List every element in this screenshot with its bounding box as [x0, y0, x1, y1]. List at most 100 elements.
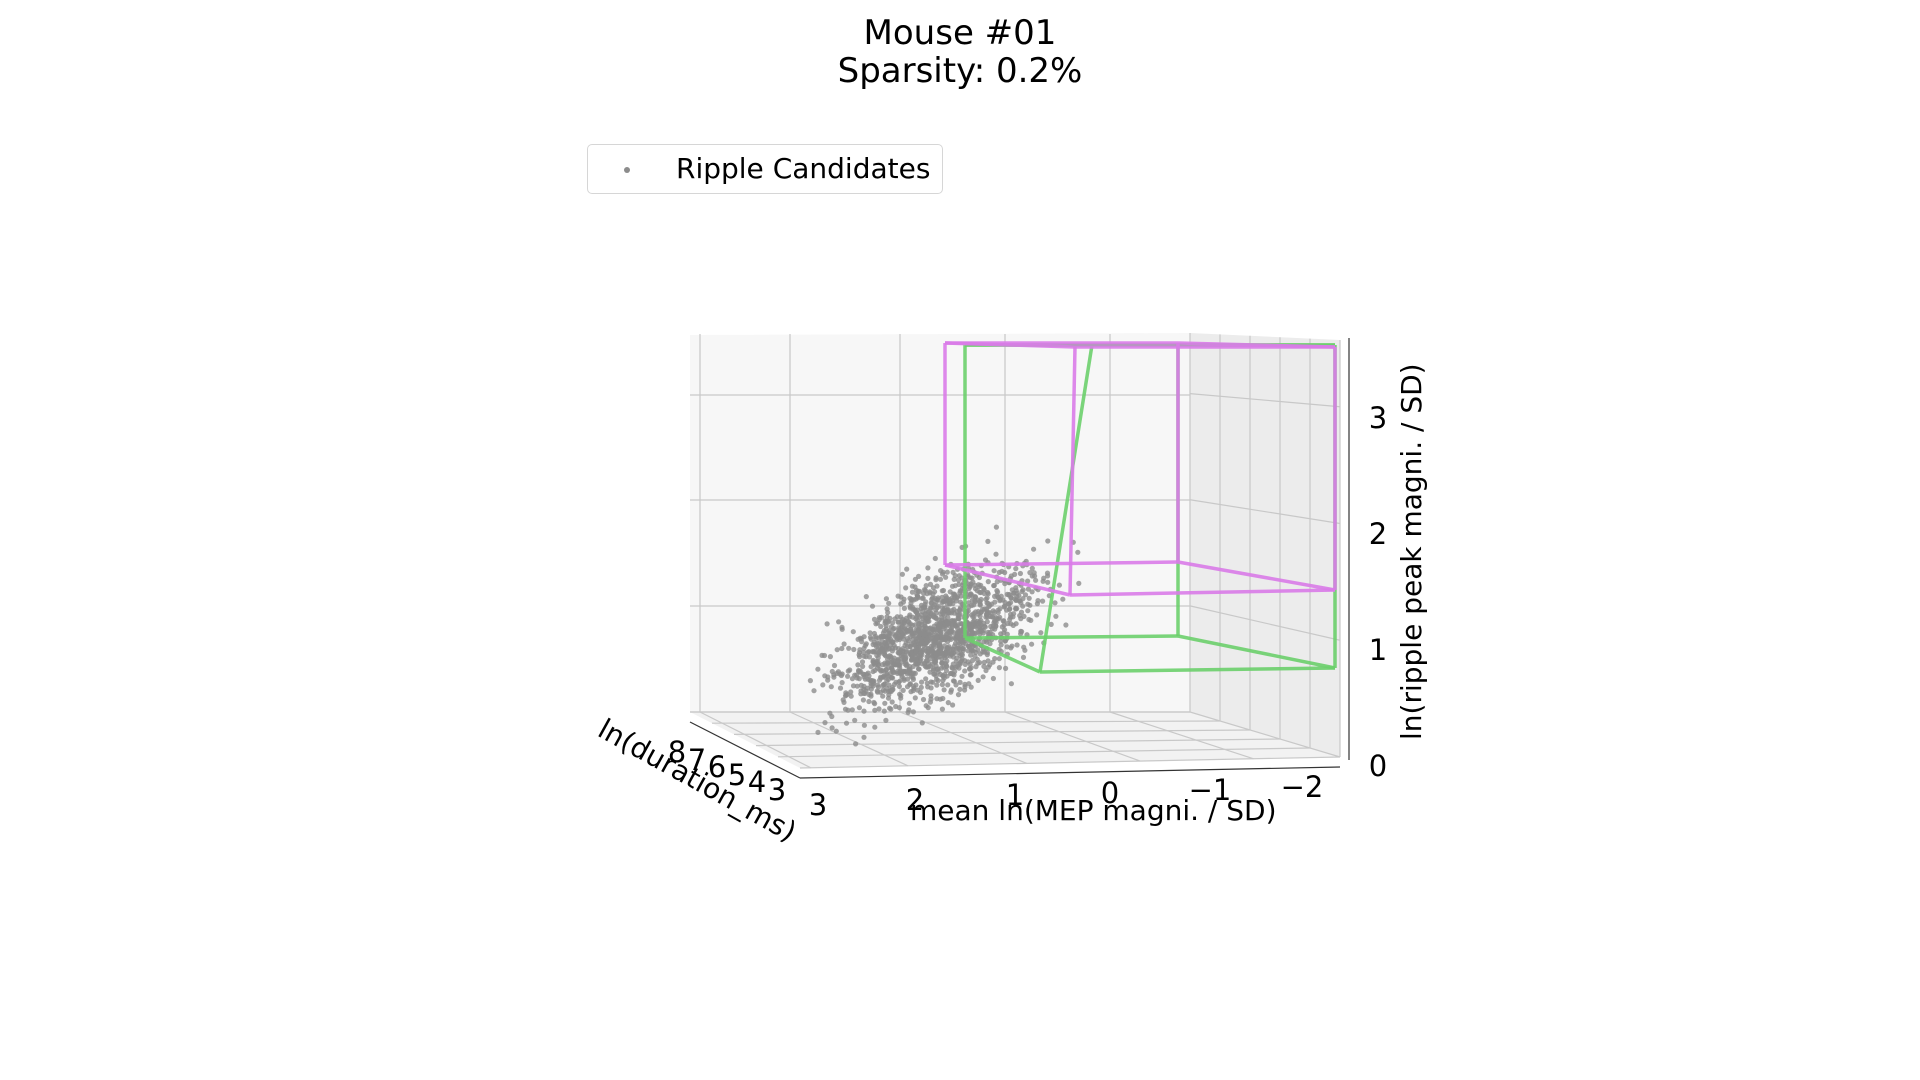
- y-tick-label: 3: [768, 773, 786, 807]
- scatter-point: [1008, 600, 1014, 606]
- scatter-point: [1063, 622, 1069, 628]
- scatter-point: [969, 631, 975, 637]
- scatter-point: [887, 705, 893, 711]
- scatter-point: [968, 648, 974, 654]
- scatter-point: [945, 700, 951, 706]
- scatter-point: [900, 599, 907, 605]
- scatter-point: [854, 683, 860, 689]
- scatter-point: [904, 566, 910, 572]
- scatter-point: [884, 606, 890, 612]
- scatter-point: [1029, 641, 1035, 647]
- scatter-point: [910, 709, 917, 715]
- green-box-edge-9: [1177, 634, 1336, 670]
- scatter-point: [839, 680, 845, 686]
- scatter-point: [967, 672, 974, 678]
- scatter-point: [970, 579, 976, 585]
- scatter-point: [896, 619, 902, 625]
- scatter-point: [921, 587, 928, 593]
- scatter-point: [851, 646, 857, 653]
- scatter-point: [845, 673, 851, 679]
- grid-line-floor-1: [711, 720, 1221, 724]
- scatter-point: [929, 626, 935, 632]
- scatter-point: [886, 600, 892, 606]
- green-box-edge-4: [1039, 666, 1336, 674]
- scatter-point: [962, 684, 968, 690]
- scatter-point: [998, 642, 1004, 648]
- scatter-point: [928, 656, 934, 662]
- scatter-point: [856, 705, 863, 711]
- scatter-point: [933, 610, 940, 616]
- scatter-point: [917, 588, 923, 595]
- scatter-point: [975, 660, 981, 666]
- scatter-point: [985, 538, 991, 545]
- scatter-point: [1002, 569, 1008, 576]
- scatter-point: [1006, 591, 1012, 598]
- scatter-point: [955, 622, 961, 628]
- scatter-point: [975, 677, 981, 684]
- scatter-point: [1022, 647, 1028, 653]
- scatter-point: [871, 648, 877, 654]
- scatter-point: [860, 697, 867, 703]
- scatter-point: [913, 636, 919, 642]
- scatter-point: [919, 595, 925, 601]
- scatter-point: [944, 622, 950, 628]
- scatter-point: [928, 605, 934, 611]
- scatter-point: [1076, 580, 1082, 587]
- scatter-point: [906, 707, 912, 713]
- scatter-point: [976, 629, 982, 635]
- scatter-point: [1038, 630, 1044, 636]
- scatter-point: [869, 678, 875, 684]
- x-tick-label: 0: [1101, 776, 1119, 810]
- grid-line-floor-x-0: [699, 711, 812, 769]
- scatter-point: [859, 659, 866, 665]
- scatter-point: [1002, 603, 1008, 609]
- scatter-point: [951, 647, 957, 653]
- scatter-point: [912, 695, 918, 701]
- scatter-point: [863, 594, 869, 600]
- scatter-point: [872, 701, 878, 707]
- scatter-point: [923, 607, 930, 613]
- scatter-point: [863, 641, 869, 647]
- scatter-point: [944, 569, 950, 575]
- scatter-point: [1013, 606, 1019, 612]
- scatter-point: [958, 658, 965, 664]
- scatter-point: [828, 684, 834, 690]
- scatter-point: [850, 683, 857, 689]
- magenta-box-edge-0: [944, 560, 1179, 567]
- scatter-point: [897, 691, 903, 697]
- scatter-point: [1020, 596, 1026, 602]
- scatter-point: [829, 668, 835, 675]
- scatter-point: [949, 617, 955, 624]
- scatter-point: [1017, 613, 1023, 619]
- scatter-point: [952, 664, 959, 670]
- scatter-point: [883, 667, 889, 673]
- scatter-point: [950, 569, 956, 576]
- scatter-point: [1025, 586, 1031, 592]
- scatter-point: [1045, 538, 1051, 544]
- scatter-point: [980, 674, 986, 680]
- scatter-point: [885, 695, 892, 701]
- scatter-point: [940, 637, 946, 643]
- scatter-point: [966, 681, 972, 687]
- scatter-point: [985, 589, 991, 596]
- scatter-point: [955, 629, 961, 635]
- scatter-point: [915, 618, 921, 624]
- scatter-point: [885, 633, 892, 639]
- scatter-point: [976, 574, 983, 581]
- scatter-point: [880, 673, 887, 679]
- scatter-point: [843, 690, 849, 696]
- scatter-point: [910, 630, 917, 636]
- scatter-point: [834, 647, 840, 653]
- scatter-point: [957, 686, 963, 693]
- scatter-point: [849, 707, 855, 713]
- scatter-point: [861, 722, 868, 728]
- scatter-point: [896, 683, 903, 690]
- scatter-point: [848, 693, 854, 699]
- scatter-point: [811, 688, 817, 694]
- scatter-point: [878, 623, 884, 630]
- scatter-point: [951, 576, 957, 583]
- scatter-point: [937, 696, 943, 702]
- scatter-point: [824, 621, 830, 627]
- scatter-point: [939, 594, 945, 600]
